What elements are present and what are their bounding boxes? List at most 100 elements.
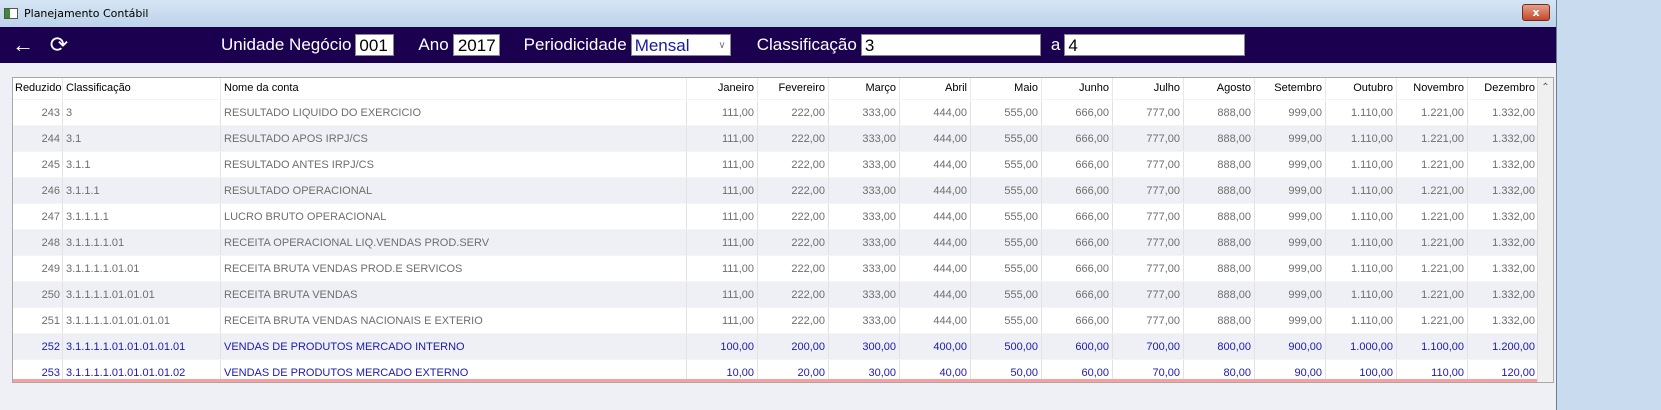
table-cell[interactable]: 1.221,00 bbox=[1397, 230, 1468, 255]
table-cell[interactable]: 333,00 bbox=[829, 126, 900, 151]
table-cell[interactable]: 111,00 bbox=[687, 178, 758, 203]
table-cell[interactable]: 777,00 bbox=[1113, 152, 1184, 177]
column-header[interactable]: Reduzido bbox=[13, 78, 63, 99]
table-cell[interactable]: 1.332,00 bbox=[1468, 282, 1539, 307]
table-cell[interactable]: 777,00 bbox=[1113, 100, 1184, 125]
table-cell[interactable]: 246 bbox=[13, 178, 63, 203]
table-cell[interactable]: 200,00 bbox=[758, 334, 829, 359]
table-cell[interactable]: 1.332,00 bbox=[1468, 308, 1539, 333]
table-cell[interactable]: 3.1.1.1.1.01.01.01.01 bbox=[63, 308, 221, 333]
table-cell[interactable]: VENDAS DE PRODUTOS MERCADO EXTERNO bbox=[221, 360, 687, 382]
table-cell[interactable]: VENDAS DE PRODUTOS MERCADO INTERNO bbox=[221, 334, 687, 359]
ano-input[interactable]: 2017 bbox=[452, 34, 500, 56]
table-cell[interactable]: 111,00 bbox=[687, 256, 758, 281]
table-cell[interactable]: 90,00 bbox=[1255, 360, 1326, 382]
table-cell[interactable]: 777,00 bbox=[1113, 282, 1184, 307]
table-cell[interactable]: 666,00 bbox=[1042, 100, 1113, 125]
table-cell[interactable]: RESULTADO LIQUIDO DO EXERCICIO bbox=[221, 100, 687, 125]
table-row[interactable]: 249 3.1.1.1.1.01.01 RECEITA BRUTA VENDAS P… bbox=[13, 255, 1553, 281]
column-header[interactable]: Nome da conta bbox=[221, 78, 687, 99]
table-cell[interactable]: 333,00 bbox=[829, 230, 900, 255]
table-cell[interactable]: 3.1.1.1.1.01 bbox=[63, 230, 221, 255]
table-cell[interactable]: 666,00 bbox=[1042, 256, 1113, 281]
table-cell[interactable]: 111,00 bbox=[687, 152, 758, 177]
column-header[interactable]: Abril bbox=[900, 78, 971, 99]
table-cell[interactable]: 222,00 bbox=[758, 100, 829, 125]
table-cell[interactable]: RECEITA OPERACIONAL LIQ.VENDAS PROD.SERV bbox=[221, 230, 687, 255]
column-header[interactable]: Setembro bbox=[1255, 78, 1326, 99]
table-cell[interactable]: 888,00 bbox=[1184, 126, 1255, 151]
table-cell[interactable]: 555,00 bbox=[971, 152, 1042, 177]
table-cell[interactable]: 333,00 bbox=[829, 256, 900, 281]
refresh-icon[interactable]: ⟳ bbox=[49, 33, 69, 57]
table-cell[interactable]: 900,00 bbox=[1255, 334, 1326, 359]
table-row[interactable]: 246 3.1.1.1 RESULTADO OPERACIONAL 111,00 222… bbox=[13, 177, 1553, 203]
periodicidade-select[interactable]: Mensal ∨ bbox=[630, 34, 731, 56]
table-cell[interactable]: 222,00 bbox=[758, 152, 829, 177]
table-cell[interactable]: 244 bbox=[13, 126, 63, 151]
table-cell[interactable]: 1.110,00 bbox=[1326, 204, 1397, 229]
table-cell[interactable]: 111,00 bbox=[687, 126, 758, 151]
table-cell[interactable]: 111,00 bbox=[687, 230, 758, 255]
table-cell[interactable]: 1.110,00 bbox=[1326, 230, 1397, 255]
table-cell[interactable]: 444,00 bbox=[900, 308, 971, 333]
table-cell[interactable]: 70,00 bbox=[1113, 360, 1184, 382]
table-cell[interactable]: 1.110,00 bbox=[1326, 100, 1397, 125]
scroll-up-icon[interactable]: ⌃ bbox=[1541, 82, 1550, 93]
table-cell[interactable]: 1.221,00 bbox=[1397, 256, 1468, 281]
table-cell[interactable]: 3.1.1.1.1.01.01.01 bbox=[63, 282, 221, 307]
table-cell[interactable]: 400,00 bbox=[900, 334, 971, 359]
table-cell[interactable]: 245 bbox=[13, 152, 63, 177]
table-cell[interactable]: 888,00 bbox=[1184, 178, 1255, 203]
table-cell[interactable]: 999,00 bbox=[1255, 126, 1326, 151]
table-cell[interactable]: 888,00 bbox=[1184, 204, 1255, 229]
table-row[interactable]: 250 3.1.1.1.1.01.01.01 RECEITA BRUTA VENDA… bbox=[13, 281, 1553, 307]
table-cell[interactable]: 1.332,00 bbox=[1468, 256, 1539, 281]
table-cell[interactable]: 111,00 bbox=[687, 308, 758, 333]
table-cell[interactable]: 666,00 bbox=[1042, 282, 1113, 307]
table-cell[interactable]: RESULTADO APOS IRPJ/CS bbox=[221, 126, 687, 151]
table-cell[interactable]: 1.110,00 bbox=[1326, 178, 1397, 203]
table-cell[interactable]: 444,00 bbox=[900, 126, 971, 151]
table-cell[interactable]: 222,00 bbox=[758, 308, 829, 333]
table-cell[interactable]: 1.110,00 bbox=[1326, 308, 1397, 333]
table-cell[interactable]: 555,00 bbox=[971, 256, 1042, 281]
column-header[interactable]: Dezembro bbox=[1468, 78, 1539, 99]
table-cell[interactable]: 222,00 bbox=[758, 256, 829, 281]
table-cell[interactable]: 3.1.1 bbox=[63, 152, 221, 177]
table-cell[interactable]: 333,00 bbox=[829, 178, 900, 203]
table-cell[interactable]: 333,00 bbox=[829, 282, 900, 307]
table-cell[interactable]: 10,00 bbox=[687, 360, 758, 382]
table-cell[interactable]: 3.1.1.1.1.01.01.01.01.02 bbox=[63, 360, 221, 382]
table-cell[interactable]: 111,00 bbox=[687, 100, 758, 125]
table-cell[interactable]: 222,00 bbox=[758, 178, 829, 203]
column-header[interactable]: Março bbox=[829, 78, 900, 99]
table-cell[interactable]: 1.332,00 bbox=[1468, 152, 1539, 177]
table-cell[interactable]: 1.100,00 bbox=[1397, 334, 1468, 359]
table-cell[interactable]: 1.221,00 bbox=[1397, 308, 1468, 333]
unidade-input[interactable]: 001 bbox=[355, 34, 395, 56]
table-cell[interactable]: 700,00 bbox=[1113, 334, 1184, 359]
table-cell[interactable]: RECEITA BRUTA VENDAS PROD.E SERVICOS bbox=[221, 256, 687, 281]
table-cell[interactable]: 777,00 bbox=[1113, 178, 1184, 203]
table-row[interactable]: 248 3.1.1.1.1.01 RECEITA OPERACIONAL LIQ.V… bbox=[13, 229, 1553, 255]
table-cell[interactable]: RECEITA BRUTA VENDAS bbox=[221, 282, 687, 307]
table-cell[interactable]: 999,00 bbox=[1255, 230, 1326, 255]
table-cell[interactable]: 555,00 bbox=[971, 126, 1042, 151]
table-cell[interactable]: 444,00 bbox=[900, 230, 971, 255]
table-cell[interactable]: 300,00 bbox=[829, 334, 900, 359]
table-cell[interactable]: 999,00 bbox=[1255, 256, 1326, 281]
table-row[interactable]: 251 3.1.1.1.1.01.01.01.01 RECEITA BRUTA VE… bbox=[13, 307, 1553, 333]
table-cell[interactable]: 555,00 bbox=[971, 178, 1042, 203]
table-cell[interactable]: 888,00 bbox=[1184, 100, 1255, 125]
table-cell[interactable]: 777,00 bbox=[1113, 230, 1184, 255]
table-cell[interactable]: 50,00 bbox=[971, 360, 1042, 382]
table-cell[interactable]: 1.221,00 bbox=[1397, 100, 1468, 125]
classificacao-from-input[interactable]: 3 bbox=[860, 34, 1041, 56]
table-cell[interactable]: 666,00 bbox=[1042, 126, 1113, 151]
column-header[interactable]: Julho bbox=[1113, 78, 1184, 99]
table-cell[interactable]: 1.332,00 bbox=[1468, 126, 1539, 151]
table-row[interactable]: 243 3 RESULTADO LIQUIDO DO EXERCICIO 111,00… bbox=[13, 99, 1553, 125]
column-header[interactable]: Junho bbox=[1042, 78, 1113, 99]
table-cell[interactable]: 444,00 bbox=[900, 256, 971, 281]
